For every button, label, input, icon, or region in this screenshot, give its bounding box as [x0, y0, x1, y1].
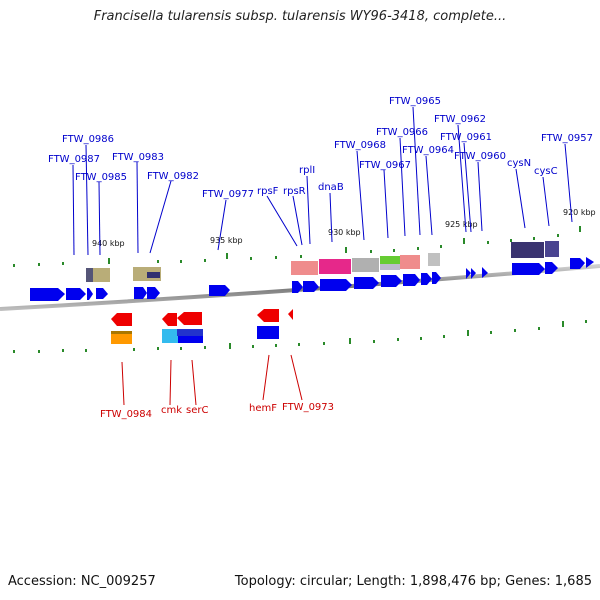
- scale-label: 930 kbp: [328, 228, 361, 237]
- forward-genes: [30, 257, 594, 343]
- gene-label-ftw0983: FTW_0983: [112, 152, 164, 163]
- gene-label-hemf: hemF: [249, 403, 277, 414]
- bottom-gene-labels: FTW_0984 cmk serC hemF FTW_0973: [100, 402, 334, 420]
- gene-label-cysc: cysC: [534, 166, 558, 177]
- gene-label-ftw0985: FTW_0985: [75, 172, 127, 183]
- gene-label-rpli: rplI: [299, 165, 315, 176]
- gene-label-rpsf: rpsF: [257, 186, 279, 197]
- gene-label-ftw0960: FTW_0960: [454, 151, 506, 162]
- gene-label-ftw0984: FTW_0984: [100, 409, 152, 420]
- gene-label-rpsr: rpsR: [283, 186, 306, 197]
- lower-tick-row: [13, 320, 587, 353]
- gene-label-ftw0961: FTW_0961: [440, 132, 492, 143]
- gene-label-ftw0967: FTW_0967: [359, 160, 411, 171]
- topology-text: Topology: circular; Length: 1,898,476 bp…: [234, 574, 592, 589]
- scale-label: 940 kbp: [92, 239, 125, 248]
- feature-blocks: [86, 241, 559, 344]
- gene-label-serc: serC: [186, 405, 208, 416]
- gene-label-ftw0973: FTW_0973: [282, 402, 334, 413]
- gene-label-ftw0987: FTW_0987: [48, 154, 100, 165]
- gene-label-ftw0977: FTW_0977: [202, 189, 254, 200]
- scale-label: 935 kbp: [210, 236, 243, 245]
- gene-label-ftw0968: FTW_0968: [334, 140, 386, 151]
- gene-label-ftw0962: FTW_0962: [434, 114, 486, 125]
- top-connectors: [72, 106, 573, 256]
- top-gene-labels: FTW_0986 FTW_0987 FTW_0985 FTW_0983 FTW_…: [48, 96, 593, 200]
- reverse-genes: [111, 309, 293, 326]
- scale-labels: 940 kbp 935 kbp 930 kbp 925 kbp 920 kbp: [92, 208, 596, 248]
- gene-label-dnab: dnaB: [318, 182, 344, 193]
- bottom-connectors: [121, 354, 303, 406]
- map-title: Francisella tularensis subsp. tularensis…: [93, 9, 507, 24]
- gene-label-cmk: cmk: [161, 405, 182, 416]
- scale-label: 920 kbp: [563, 208, 596, 217]
- upper-tick-row: [13, 226, 581, 267]
- gene-label-cysn: cysN: [507, 158, 531, 169]
- gene-label-ftw0966: FTW_0966: [376, 127, 428, 138]
- gene-label-ftw0986: FTW_0986: [62, 134, 114, 145]
- accession-text: Accession: NC_009257: [8, 574, 156, 589]
- scale-label: 925 kbp: [445, 220, 478, 229]
- gene-label-ftw0982: FTW_0982: [147, 171, 199, 182]
- gene-label-ftw0964: FTW_0964: [402, 145, 454, 156]
- gene-label-ftw0957: FTW_0957: [541, 133, 593, 144]
- gene-label-ftw0965: FTW_0965: [389, 96, 441, 107]
